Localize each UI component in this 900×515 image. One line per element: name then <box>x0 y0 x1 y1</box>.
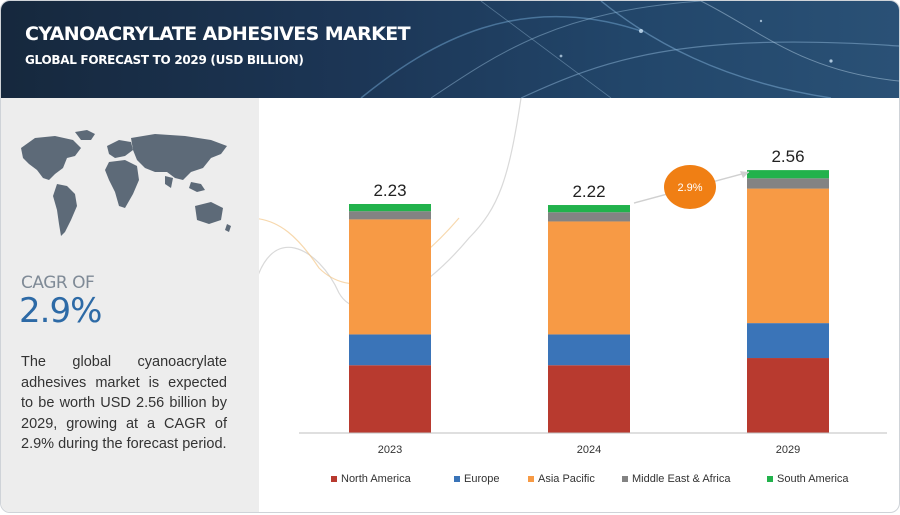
bar-segment-asia-pacific-2023 <box>349 219 431 335</box>
legend-item-asia-pacific: Asia Pacific <box>528 473 595 485</box>
chart-legend: North America Europe Asia Pacific Middle Ea… <box>331 473 871 489</box>
legend-swatch <box>454 476 460 482</box>
cagr-badge <box>664 165 716 209</box>
bar-segment-europe-2023 <box>349 334 431 366</box>
cagr-arrow-head <box>740 171 749 179</box>
bar-segment-south-america-2024 <box>548 205 630 213</box>
world-map-icon <box>21 130 231 236</box>
bar-total-label-2029: 2.56 <box>771 147 804 166</box>
cagr-badge-label: 2.9% <box>677 182 702 194</box>
stacked-bar-chart: 2.9% 2.23 2023 2.22 2024 2.56 2029 <box>259 98 887 456</box>
legend-label: Asia Pacific <box>538 473 595 485</box>
page-title: CYANOACRYLATE ADHESIVES MARKET <box>25 23 411 45</box>
cagr-label: CAGR OF <box>21 273 95 293</box>
bar-segment-asia-pacific-2029 <box>747 188 829 324</box>
bar-segment-europe-2029 <box>747 323 829 359</box>
legend-swatch <box>528 476 534 482</box>
bar-total-label-2024: 2.22 <box>572 182 605 201</box>
bar-segment-europe-2024 <box>548 334 630 366</box>
legend-item-south-america: South America <box>767 473 849 485</box>
legend-item-north-america: North America <box>331 473 411 485</box>
x-tick-label-2029: 2029 <box>776 444 800 456</box>
legend-item-europe: Europe <box>454 473 499 485</box>
legend-label: Europe <box>464 473 500 485</box>
legend-swatch <box>622 476 628 482</box>
bar-segment-middle-east-africa-2029 <box>747 178 829 189</box>
legend-label: Middle East & Africa <box>632 473 731 485</box>
left-panel: CAGR OF 2.9% The global cyanoacrylate ad… <box>1 98 259 512</box>
x-tick-label-2024: 2024 <box>577 444 601 456</box>
legend-swatch <box>331 476 337 482</box>
bar-segment-north-america-2029 <box>747 358 829 433</box>
page-subtitle: GLOBAL FORECAST TO 2029 (USD BILLION) <box>25 53 304 67</box>
legend-swatch <box>767 476 773 482</box>
summary-text: The global cyanoacrylate adhesives marke… <box>21 354 227 452</box>
bar-segment-south-america-2023 <box>349 203 431 212</box>
bar-segment-south-america-2029 <box>747 170 829 179</box>
header-banner: CYANOACRYLATE ADHESIVES MARKET GLOBAL FO… <box>1 1 899 98</box>
cagr-value: 2.9% <box>19 291 102 331</box>
legend-label: North America <box>341 473 411 485</box>
bar-segment-middle-east-africa-2023 <box>349 211 431 220</box>
header-decoration <box>360 1 899 98</box>
bar-total-label-2023: 2.23 <box>373 181 406 200</box>
bar-segment-north-america-2024 <box>548 365 630 433</box>
x-tick-label-2023: 2023 <box>378 444 402 456</box>
bar-segment-north-america-2023 <box>349 365 431 433</box>
legend-item-middle-east-africa: Middle East & Africa <box>622 473 730 485</box>
legend-label: South America <box>777 473 849 485</box>
bar-segment-middle-east-africa-2024 <box>548 212 630 222</box>
bar-segment-asia-pacific-2024 <box>548 221 630 335</box>
